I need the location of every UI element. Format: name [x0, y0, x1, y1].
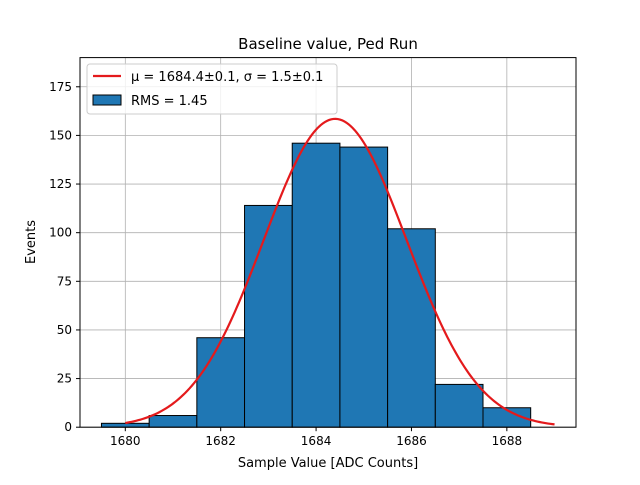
histogram-bars: [100, 142, 532, 428]
histogram-bar: [148, 415, 198, 428]
x-axis-label: Sample Value [ADC Counts]: [238, 456, 418, 471]
fit-curve: [125, 117, 555, 426]
y-tick-label: 0: [64, 420, 72, 434]
y-tick-label: 50: [57, 323, 72, 337]
legend-fit-sigma: σ = 1.5±0.1: [244, 70, 324, 85]
histogram-bar: [387, 228, 436, 428]
y-tick-label: 100: [49, 226, 72, 240]
y-axis-ticks: 0 25 50 75 100 125 150 175: [49, 80, 80, 434]
x-axis-ticks: 1680 1682 1684 1686 1688: [110, 427, 522, 448]
legend-frame: [86, 63, 338, 115]
legend-fit-mu: μ = 1684.4±0.1: [131, 70, 235, 85]
histogram-bar: [291, 142, 341, 428]
y-axis-label: Events: [24, 220, 39, 264]
x-tick-label: 1682: [205, 434, 236, 448]
y-tick-label: 150: [49, 128, 72, 142]
histogram-bar: [244, 204, 293, 428]
legend-histogram-label: RMS = 1.45: [131, 94, 208, 109]
y-tick-label: 175: [49, 80, 72, 94]
y-tick-label: 125: [49, 177, 72, 191]
plot-frame: [79, 57, 577, 428]
x-tick-label: 1686: [396, 434, 427, 448]
y-tick-label: 75: [57, 274, 72, 288]
histogram-bar: [100, 422, 150, 428]
legend: μ = 1684.4±0.1, σ = 1.5±0.1 RMS = 1.45: [86, 63, 338, 115]
histogram-bar: [339, 146, 389, 428]
x-tick-label: 1680: [110, 434, 141, 448]
gaussian-fit: [125, 117, 555, 426]
legend-histogram-swatch: [92, 94, 122, 106]
x-tick-label: 1684: [301, 434, 332, 448]
chart-title: Baseline value, Ped Run: [238, 35, 418, 53]
histogram-bar: [434, 383, 484, 428]
histogram-bar: [196, 337, 246, 428]
legend-fit-label: μ = 1684.4±0.1, σ = 1.5±0.1: [131, 70, 323, 85]
x-tick-label: 1688: [492, 434, 523, 448]
y-tick-label: 25: [57, 372, 72, 386]
